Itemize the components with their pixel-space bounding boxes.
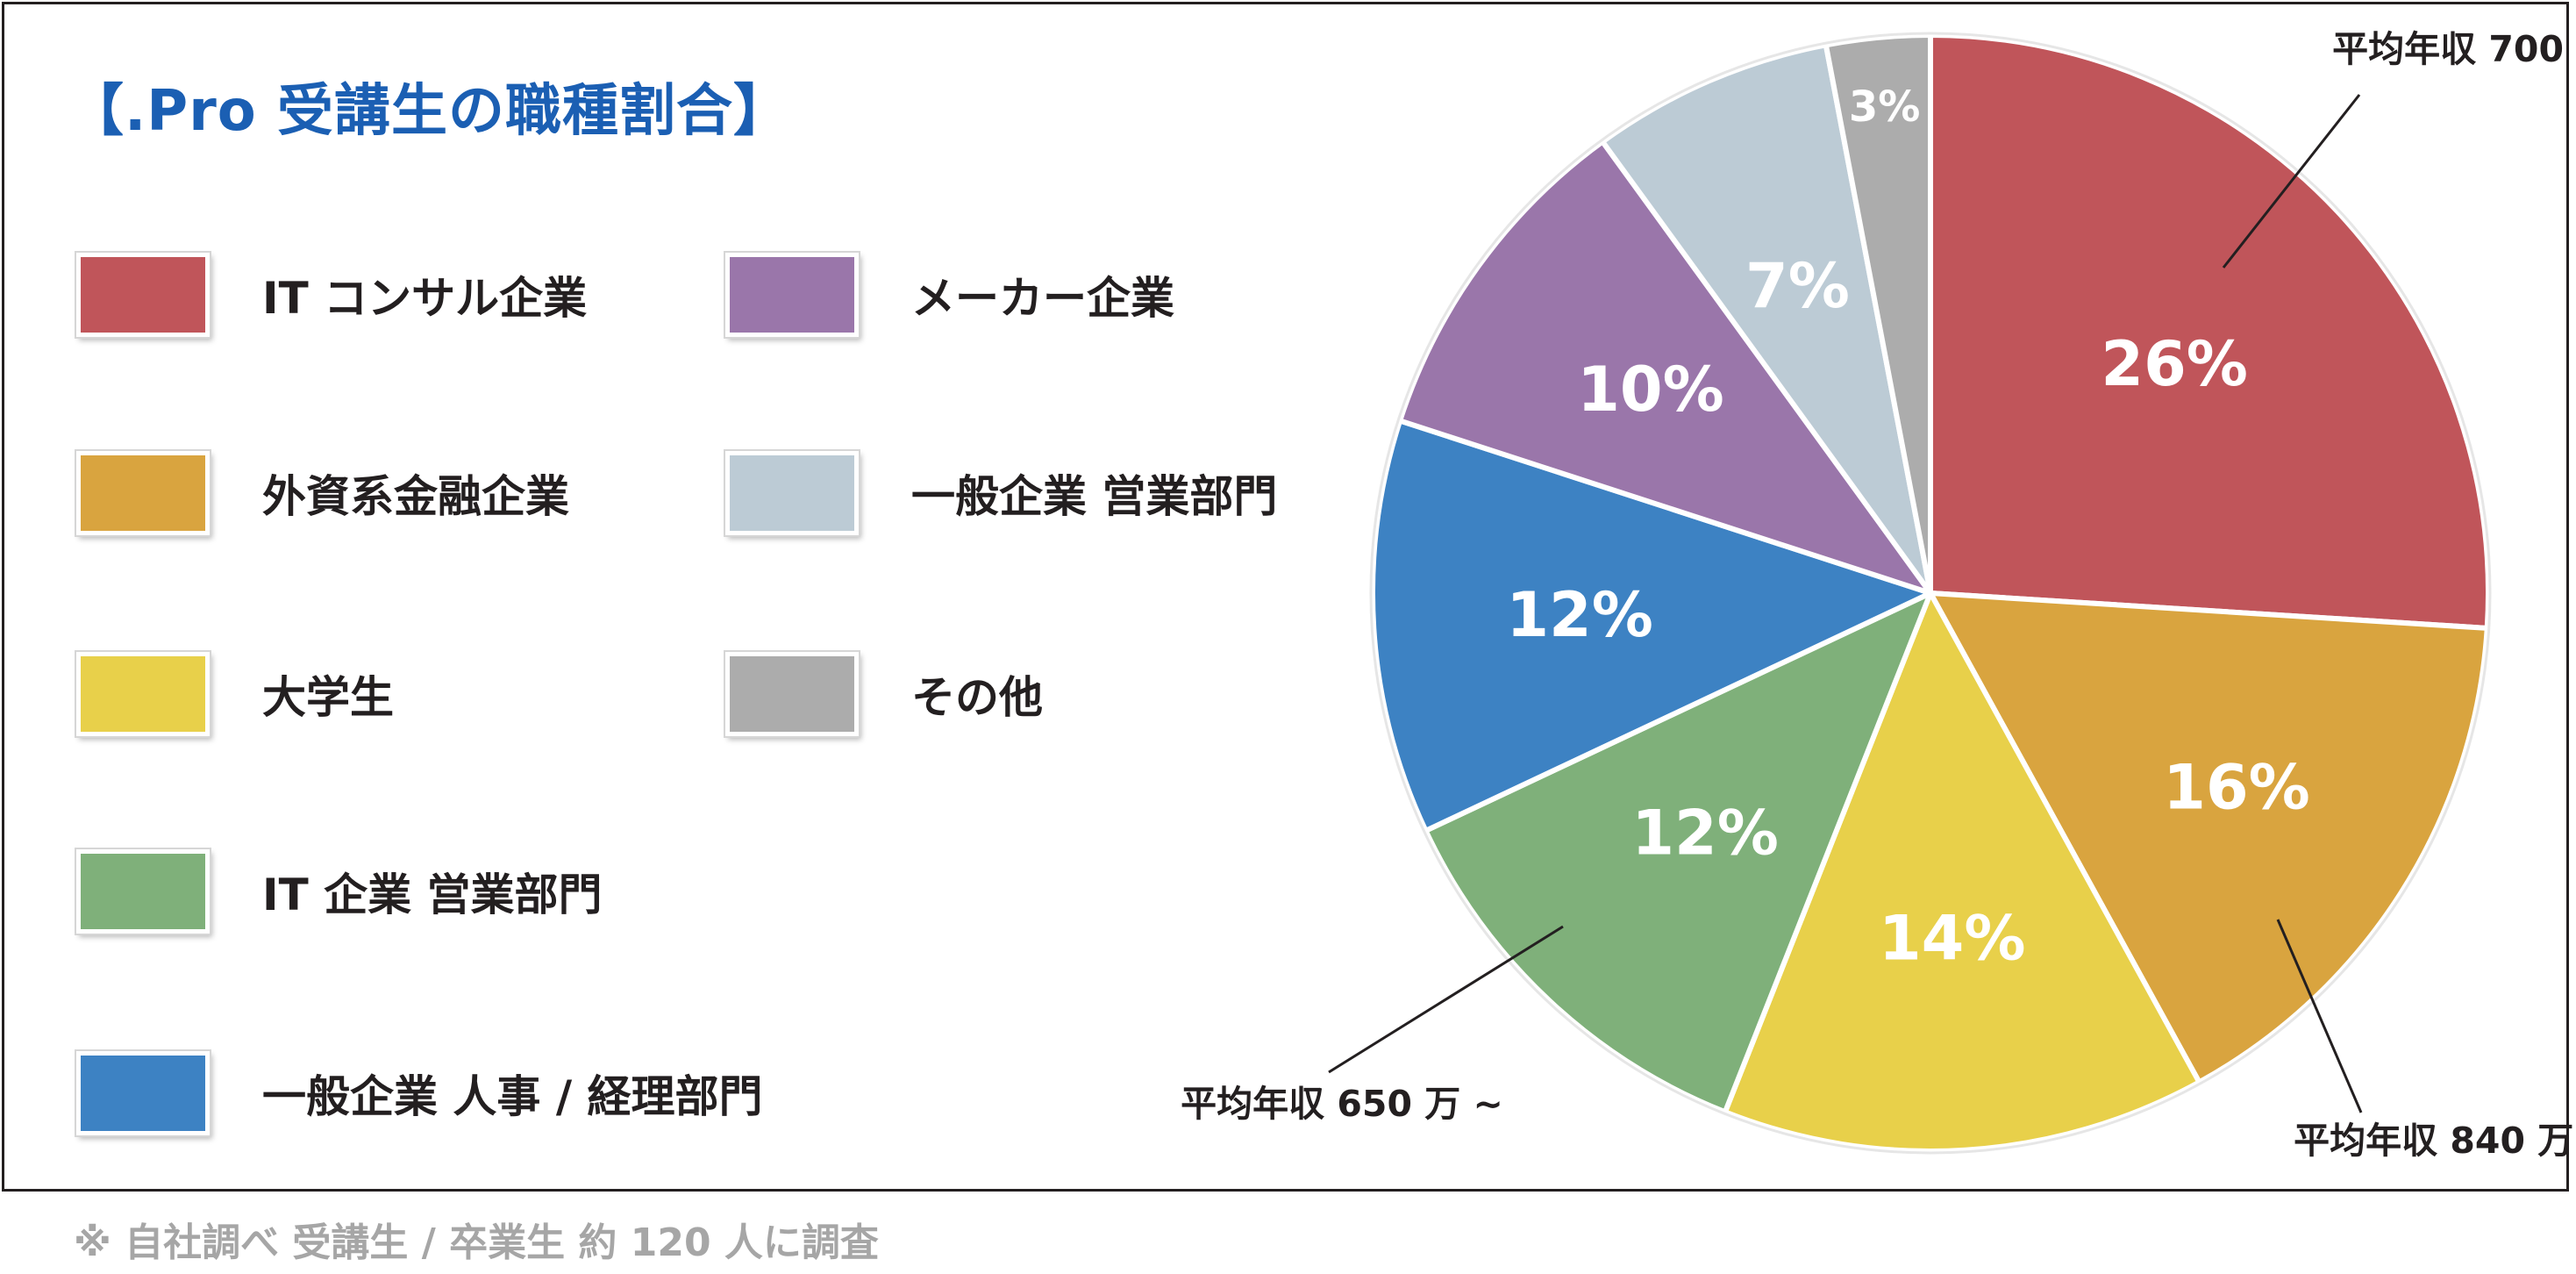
- footnote: ※ 自社調べ 受講生 / 卒業生 約 120 人に調査: [74, 1220, 879, 1265]
- slice-value-label: 3%: [1849, 82, 1921, 132]
- pie-slice: [1600, 42, 1933, 596]
- legend-label: その他: [911, 672, 1043, 723]
- legend-swatch: [76, 652, 210, 736]
- pie-slice: [1397, 139, 1933, 596]
- legend-item: メーカー企業: [725, 253, 1339, 349]
- slice-value-label: 16%: [2163, 752, 2310, 824]
- annotation-leader-line: [2276, 919, 2363, 1113]
- legend-item: その他: [725, 652, 1339, 748]
- salary-annotation: 平均年収 840 万 ~: [2294, 1120, 2576, 1162]
- pie-slice: [1928, 32, 2492, 631]
- pie-outline: [1369, 32, 2492, 1155]
- slice-value-label: 26%: [2101, 328, 2248, 400]
- slice-value-label: 12%: [1506, 579, 1653, 651]
- salary-annotation: 平均年収 700 万 ~: [2332, 28, 2576, 70]
- pie-slice: [1823, 32, 1933, 596]
- pie-chart: 26% 16% 14% 12% 12% 10% 7% 3% 平均年収 700 万 ~ 平均年収 8…: [1181, 28, 2576, 1162]
- chart-title: 【.Pro 受講生の職種割合】: [68, 79, 791, 144]
- slice-value-label: 10%: [1577, 354, 1724, 426]
- legend-label: 一般企業 人事 / 経理部門: [262, 1071, 763, 1122]
- legend-swatch: [725, 652, 859, 736]
- slice-value-label: 7%: [1745, 250, 1850, 322]
- pie-slice: [1423, 590, 1933, 1115]
- legend-swatch: [76, 849, 210, 934]
- legend-item: IT 企業 営業部門: [76, 849, 690, 946]
- legend-label: 大学生: [262, 672, 394, 723]
- legend-item: IT コンサル企業: [76, 253, 690, 349]
- pie-slice: [1928, 590, 2490, 1085]
- pie-slice: [1370, 418, 1933, 834]
- slice-value-label: 12%: [1631, 798, 1779, 870]
- salary-annotation: 平均年収 650 万 ~: [1181, 1083, 1503, 1125]
- legend-item: 外資系金融企業: [76, 451, 690, 548]
- legend-item: 大学生: [76, 652, 690, 748]
- legend-item: 一般企業 人事 / 経理部門: [76, 1051, 762, 1148]
- legend-swatch: [76, 1051, 210, 1135]
- legend-swatch: [725, 451, 859, 535]
- pie-slice: [1722, 590, 2202, 1154]
- legend-label: 一般企業 営業部門: [911, 471, 1278, 522]
- legend-swatch: [76, 253, 210, 337]
- legend-label: 外資系金融企業: [262, 471, 569, 522]
- slice-value-label: 14%: [1879, 903, 2026, 975]
- legend-label: メーカー企業: [911, 273, 1174, 324]
- annotation-leader-line: [1328, 925, 1564, 1074]
- annotation-leader-line: [2222, 94, 2361, 268]
- legend-label: IT コンサル企業: [262, 273, 588, 324]
- legend-swatch: [725, 253, 859, 337]
- legend-swatch: [76, 451, 210, 535]
- legend-item: 一般企業 営業部門: [725, 451, 1339, 548]
- legend-label: IT 企業 営業部門: [262, 870, 603, 920]
